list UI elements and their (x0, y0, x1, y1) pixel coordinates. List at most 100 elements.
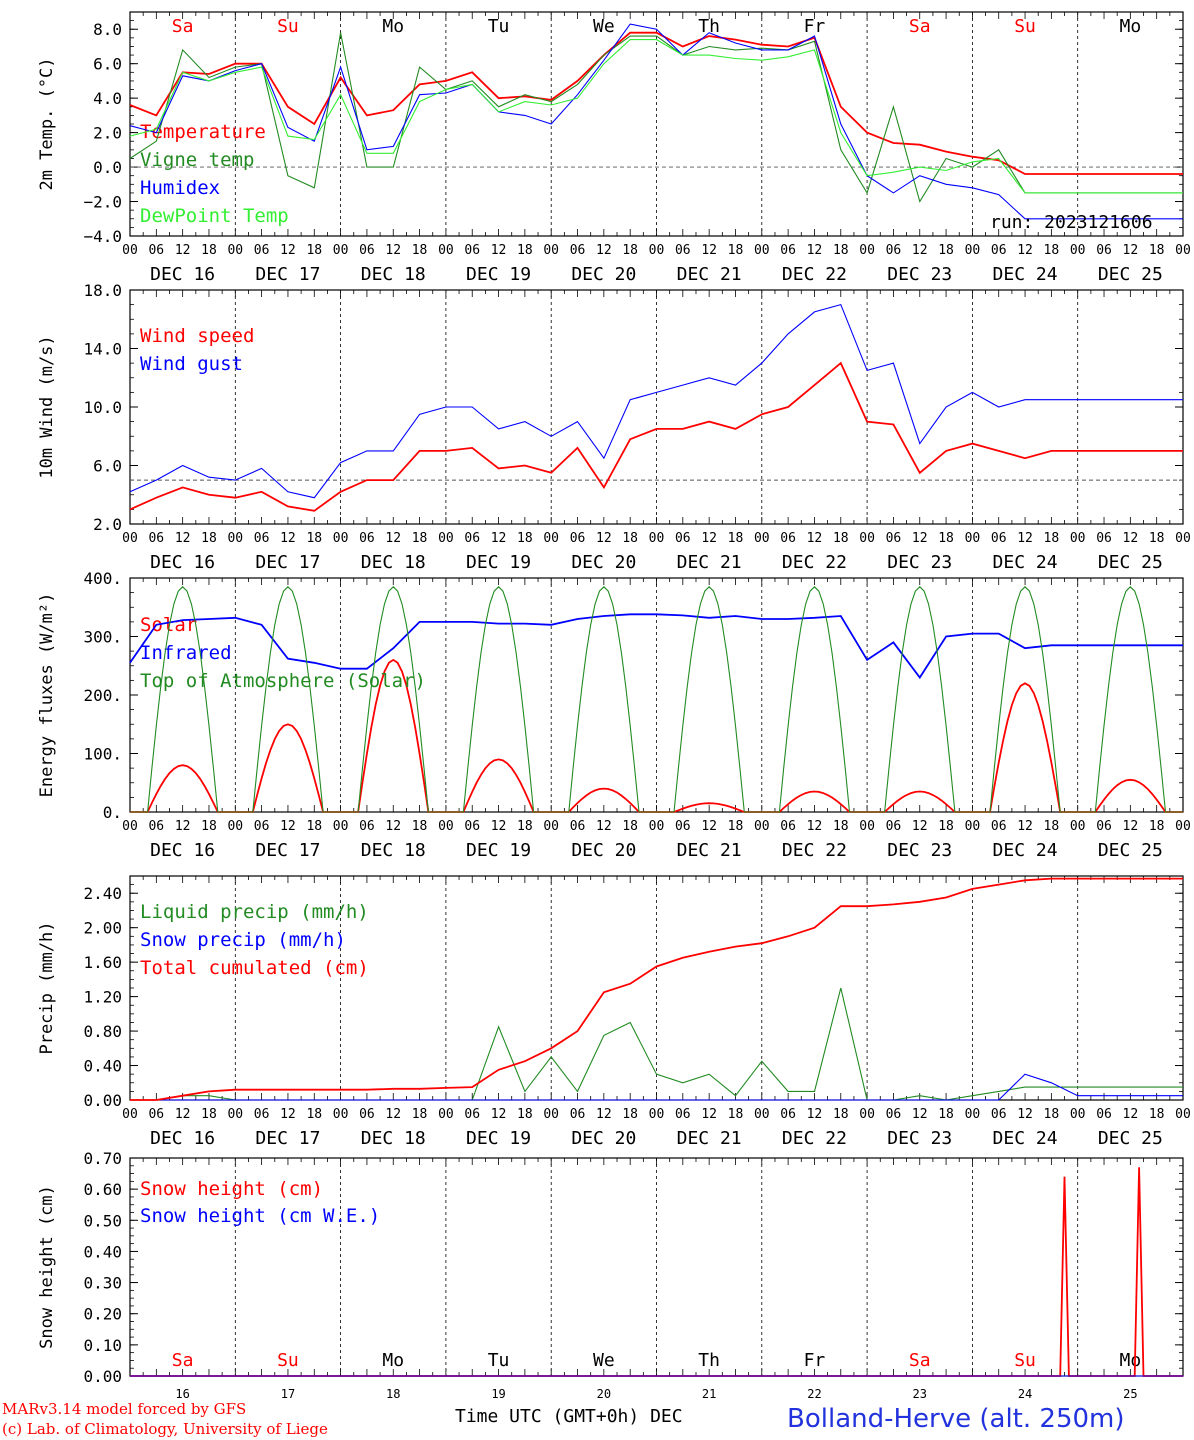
series-line-3-2 (130, 877, 1183, 1101)
hour-tick-label: 18 (938, 819, 954, 834)
hour-tick-label: 12 (1123, 1107, 1139, 1122)
hour-tick-label: 12 (280, 531, 296, 546)
hour-tick-label: 18 (412, 819, 428, 834)
day-abbr-label: Th (698, 16, 720, 37)
date-label: DEC 25 (1098, 1128, 1163, 1149)
y-tick-label: 0.70 (83, 1149, 122, 1168)
hour-tick-label: 18 (622, 531, 638, 546)
hour-tick-label: 06 (359, 243, 375, 258)
hour-tick-label: 00 (227, 531, 243, 546)
hour-tick-label: 06 (780, 819, 796, 834)
y-tick-label: 100. (83, 745, 122, 764)
y-tick-label: 2.00 (83, 919, 122, 938)
y-tick-label: 0.00 (83, 1367, 122, 1386)
hour-tick-label: 06 (570, 1107, 586, 1122)
date-label: DEC 16 (150, 264, 215, 285)
date-label: DEC 24 (993, 264, 1058, 285)
hour-tick-label: 00 (1070, 243, 1086, 258)
hour-tick-label: 12 (912, 819, 928, 834)
y-tick-label: 2.40 (83, 884, 122, 903)
hour-tick-label: 06 (148, 819, 164, 834)
day-number-label: 17 (281, 1387, 295, 1401)
legend-entry: Top of Atmosphere (Solar) (140, 670, 426, 692)
hour-tick-label: 06 (464, 819, 480, 834)
hour-tick-label: 12 (807, 531, 823, 546)
hour-tick-label: 00 (1070, 1107, 1086, 1122)
hour-tick-label: 06 (570, 243, 586, 258)
y-tick-label: 2.0 (93, 124, 122, 143)
hour-tick-label: 12 (596, 531, 612, 546)
hour-tick-label: 00 (649, 243, 665, 258)
hour-tick-label: 00 (227, 243, 243, 258)
hour-tick-label: 18 (833, 819, 849, 834)
hour-tick-label: 18 (833, 531, 849, 546)
hour-tick-label: 18 (201, 531, 217, 546)
plot-frame (129, 11, 1184, 237)
date-label: DEC 18 (361, 840, 426, 861)
day-abbr-label: Mo (1120, 1350, 1142, 1371)
y-tick-label: 6.0 (93, 457, 122, 476)
series-line-2-1 (129, 613, 1183, 680)
date-label: DEC 21 (677, 552, 742, 573)
hour-tick-label: 18 (938, 243, 954, 258)
y-tick-label: 300. (83, 628, 122, 647)
hour-tick-label: 06 (991, 1107, 1007, 1122)
hour-tick-label: 00 (1070, 531, 1086, 546)
hour-tick-label: 06 (886, 243, 902, 258)
hour-tick-label: 12 (175, 1107, 191, 1122)
date-label: DEC 20 (571, 840, 636, 861)
hour-tick-label: 00 (438, 1107, 454, 1122)
day-abbr-label: We (593, 16, 615, 37)
date-label: DEC 22 (782, 840, 847, 861)
y-tick-label: 6.0 (93, 55, 122, 74)
hour-tick-label: 00 (859, 531, 875, 546)
day-number-label: 21 (702, 1387, 716, 1401)
day-abbr-label: Sa (172, 16, 194, 37)
hour-tick-label: 18 (622, 243, 638, 258)
hour-tick-label: 00 (649, 1107, 665, 1122)
hour-tick-label: 06 (254, 819, 270, 834)
time-axis-title: Time UTC (GMT+0h) DEC (455, 1406, 683, 1427)
date-label: DEC 25 (1098, 264, 1163, 285)
legend-entry: Total cumulated (cm) (140, 957, 369, 979)
date-label: DEC 16 (150, 840, 215, 861)
hour-tick-label: 06 (991, 819, 1007, 834)
hour-tick-label: 06 (675, 531, 691, 546)
hour-tick-label: 12 (385, 243, 401, 258)
legend-entry: Snow precip (mm/h) (140, 929, 346, 951)
day-number-label: 24 (1018, 1387, 1032, 1401)
hour-tick-label: 06 (359, 819, 375, 834)
date-label: DEC 24 (993, 840, 1058, 861)
hour-tick-label: 18 (833, 1107, 849, 1122)
y-axis-title: Precip (mm/h) (37, 921, 57, 1054)
day-number-label: 23 (913, 1387, 927, 1401)
y-tick-label: 0.20 (83, 1305, 122, 1324)
date-label: DEC 24 (993, 1128, 1058, 1149)
hour-tick-label: 00 (859, 243, 875, 258)
y-tick-label: 14.0 (83, 340, 122, 359)
date-label: DEC 19 (466, 1128, 531, 1149)
hour-tick-label: 12 (1017, 819, 1033, 834)
y-tick-label: 1.60 (83, 953, 122, 972)
hour-tick-label: 00 (122, 819, 138, 834)
hour-tick-label: 12 (491, 243, 507, 258)
date-label: DEC 16 (150, 1128, 215, 1149)
hour-tick-label: 12 (1017, 243, 1033, 258)
series-line-0-3 (129, 39, 1183, 194)
day-abbr-label: We (593, 1350, 615, 1371)
date-label: DEC 18 (361, 1128, 426, 1149)
hour-tick-label: 12 (1123, 819, 1139, 834)
y-tick-label: 0.00 (83, 1091, 122, 1110)
hour-tick-label: 12 (701, 531, 717, 546)
hour-tick-label: 12 (385, 531, 401, 546)
hour-tick-label: 06 (359, 531, 375, 546)
hour-tick-label: 12 (1017, 1107, 1033, 1122)
hour-tick-label: 18 (938, 1107, 954, 1122)
hour-tick-label: 12 (491, 1107, 507, 1122)
chart-panel-1: 18.0 14.0 10.0 6.0 2.0 10m Wind (m/s) 00 06 12 18… (37, 281, 1191, 573)
series-line-1-0 (129, 361, 1183, 512)
hour-tick-label: 18 (833, 243, 849, 258)
series-line-0-2 (129, 23, 1183, 220)
hour-tick-label: 06 (570, 819, 586, 834)
date-label: DEC 20 (571, 264, 636, 285)
